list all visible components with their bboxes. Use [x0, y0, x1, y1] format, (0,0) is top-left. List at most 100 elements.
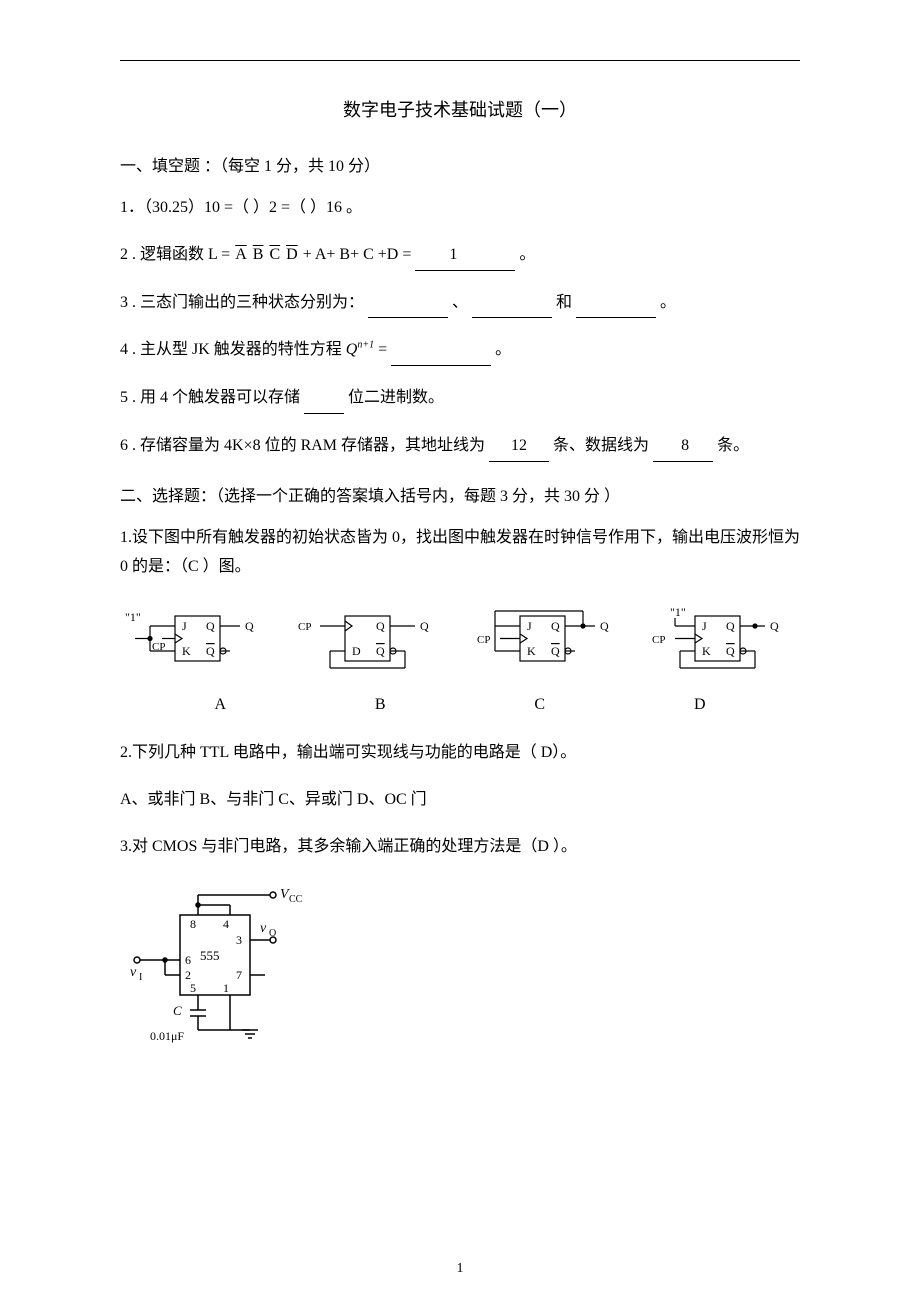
q1-6-blank2: 8	[653, 432, 713, 462]
svg-text:CP: CP	[652, 634, 665, 646]
exam-title: 数字电子技术基础试题（一）	[120, 96, 800, 122]
q1-2-mid: + A+ B+ C +D =	[303, 246, 412, 263]
svg-text:"1": "1"	[125, 610, 141, 624]
svg-text:J: J	[527, 619, 532, 633]
svg-text:Q: Q	[726, 619, 735, 633]
svg-text:v: v	[260, 921, 267, 936]
svg-text:K: K	[527, 644, 536, 658]
question-1-3: 3 . 三态门输出的三种状态分别为： 、 和 。	[120, 289, 800, 319]
svg-text:J: J	[182, 619, 187, 633]
svg-text:v: v	[130, 965, 137, 980]
section2-header: 二、选择题：（选择一个正确的答案填入括号内，每题 3 分，共 30 分 ）	[120, 482, 800, 506]
q1-6-end: 条。	[717, 437, 749, 454]
q1-4-blank	[391, 336, 491, 366]
Q-sup: n+1	[357, 340, 374, 351]
svg-text:Q: Q	[206, 644, 215, 658]
question-2-1: 1.设下图中所有触发器的初始状态皆为 0，找出图中触发器在时钟信号作用下，输出电…	[120, 524, 800, 582]
question-1-5: 5 . 用 4 个触发器可以存储 位二进制数。	[120, 384, 800, 414]
q1-4-mid: =	[378, 341, 387, 358]
q1-4-end: 。	[495, 341, 511, 358]
q1-3-pre: 3 . 三态门输出的三种状态分别为：	[120, 294, 364, 311]
svg-text:4: 4	[223, 917, 229, 931]
logic-B-bar: B	[252, 246, 265, 263]
q1-3-blank2	[472, 289, 552, 319]
svg-text:Q: Q	[376, 644, 385, 658]
q1-3-end: 。	[660, 294, 676, 311]
q1-2-answer: 1	[449, 246, 457, 263]
svg-text:Q: Q	[551, 619, 560, 633]
svg-text:5: 5	[190, 981, 196, 995]
svg-text:Q: Q	[770, 619, 779, 633]
logic-D-bar: D	[285, 246, 299, 263]
svg-text:O: O	[269, 928, 276, 939]
svg-text:0.01μF: 0.01μF	[150, 1029, 184, 1043]
flipflop-diagram-a: "1" CP J K Q Q Q	[120, 606, 280, 676]
svg-text:Q: Q	[551, 644, 560, 658]
logic-A-bar: A	[234, 246, 248, 263]
svg-text:Q: Q	[245, 619, 254, 633]
q1-2-blank: 1	[415, 241, 515, 271]
svg-text:J: J	[702, 619, 707, 633]
svg-text:Q: Q	[376, 619, 385, 633]
flipflop-diagram-row: "1" CP J K Q Q Q CP D	[120, 606, 800, 676]
q1-6-ans2: 8	[681, 437, 689, 454]
svg-text:7: 7	[236, 968, 242, 982]
diagram-labels: A B C D	[120, 696, 800, 714]
Q-symbol: Q	[346, 341, 358, 358]
question-2-3: 3.对 CMOS 与非门电路，其多余输入端正确的处理方法是（D ）。	[120, 833, 800, 862]
flipflop-diagram-b: CP D Q Q Q	[295, 606, 450, 676]
q1-4-pre: 4 . 主从型 JK 触发器的特性方程	[120, 341, 346, 358]
q1-3-blank1	[368, 289, 448, 319]
q-n-plus-1: Qn+1	[346, 336, 374, 365]
top-rule	[120, 60, 800, 61]
svg-text:CP: CP	[152, 641, 165, 653]
logic-C-bar: C	[268, 246, 281, 263]
svg-text:CP: CP	[477, 634, 490, 646]
svg-text:D: D	[352, 644, 361, 658]
flipflop-diagram-d: "1" CP J K Q Q Q	[640, 606, 800, 676]
label-D: D	[694, 696, 706, 714]
svg-text:Q: Q	[206, 619, 215, 633]
svg-text:I: I	[139, 972, 142, 983]
q1-3-blank3	[576, 289, 656, 319]
svg-text:8: 8	[190, 917, 196, 931]
svg-text:K: K	[702, 644, 711, 658]
q1-5-blank	[304, 384, 344, 414]
svg-text:"1": "1"	[670, 606, 686, 619]
svg-text:2: 2	[185, 968, 191, 982]
q1-5-end: 位二进制数。	[348, 389, 444, 406]
q1-6-ans1: 12	[511, 437, 527, 454]
page-number: 1	[0, 1261, 920, 1277]
q1-3-sep2: 和	[556, 294, 572, 311]
section1-header: 一、填空题 ：（每空 1 分，共 10 分）	[120, 152, 800, 176]
svg-text:3: 3	[236, 933, 242, 947]
q1-6-mid: 条、数据线为	[553, 437, 649, 454]
q1-2-end: 。	[519, 246, 535, 263]
svg-text:K: K	[182, 644, 191, 658]
question-1-4: 4 . 主从型 JK 触发器的特性方程 Qn+1 = 。	[120, 336, 800, 366]
q1-2-pre: 2 . 逻辑函数 L =	[120, 246, 234, 263]
svg-text:CC: CC	[289, 894, 303, 905]
question-1-2: 2 . 逻辑函数 L = A B C D + A+ B+ C +D = 1 。	[120, 241, 800, 271]
svg-text:CP: CP	[298, 621, 311, 633]
q1-3-sep1: 、	[452, 294, 468, 311]
question-2-2-options: A、或非门 B、与非门 C、异或门 D、OC 门	[120, 786, 800, 815]
svg-text:Q: Q	[600, 619, 609, 633]
svg-text:1: 1	[223, 981, 229, 995]
page-container: 数字电子技术基础试题（一） 一、填空题 ：（每空 1 分，共 10 分） 1．（…	[0, 0, 920, 1302]
svg-text:C: C	[173, 1003, 182, 1018]
svg-text:Q: Q	[726, 644, 735, 658]
svg-text:6: 6	[185, 953, 191, 967]
label-A: A	[214, 696, 226, 714]
question-2-2: 2.下列几种 TTL 电路中，输出端可实现线与功能的电路是（ D）。	[120, 739, 800, 768]
flipflop-diagram-c: CP J K Q Q Q	[465, 606, 625, 676]
svg-text:555: 555	[200, 948, 220, 963]
q1-6-pre: 6 . 存储容量为 4K×8 位的 RAM 存储器，其地址线为	[120, 437, 485, 454]
label-C: C	[534, 696, 545, 714]
question-1-1: 1．（30.25）10 =（ ）2 =（ ）16 。	[120, 194, 800, 223]
label-B: B	[375, 696, 386, 714]
q1-5-pre: 5 . 用 4 个触发器可以存储	[120, 389, 300, 406]
svg-text:Q: Q	[420, 619, 429, 633]
question-1-6: 6 . 存储容量为 4K×8 位的 RAM 存储器，其地址线为 12 条、数据线…	[120, 432, 800, 462]
circuit-555-diagram: 8 4 3 6 2 7 5 1 555 V CC v O v I C 0.01μ…	[120, 880, 800, 1065]
